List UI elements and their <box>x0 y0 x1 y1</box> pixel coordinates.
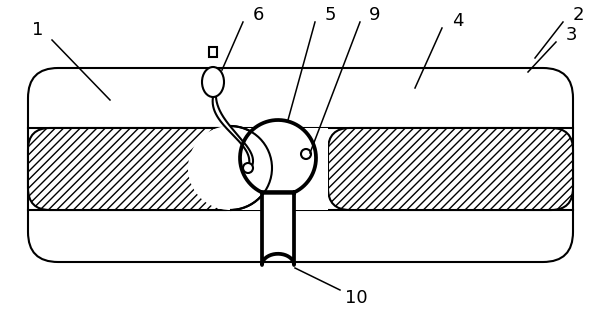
Text: 2: 2 <box>572 6 584 24</box>
FancyBboxPatch shape <box>328 128 573 210</box>
Text: 6: 6 <box>252 6 264 24</box>
FancyBboxPatch shape <box>28 68 573 262</box>
Text: 10: 10 <box>345 289 367 307</box>
FancyBboxPatch shape <box>28 128 248 210</box>
Polygon shape <box>240 120 316 265</box>
Text: 4: 4 <box>452 12 464 30</box>
Text: 3: 3 <box>566 26 577 44</box>
Circle shape <box>301 149 311 159</box>
Text: 5: 5 <box>325 6 336 24</box>
Bar <box>228 128 328 210</box>
Circle shape <box>243 163 253 173</box>
Circle shape <box>188 126 272 210</box>
Ellipse shape <box>202 67 224 97</box>
Bar <box>209 47 217 57</box>
Text: 9: 9 <box>369 6 381 24</box>
Text: 1: 1 <box>32 21 44 39</box>
